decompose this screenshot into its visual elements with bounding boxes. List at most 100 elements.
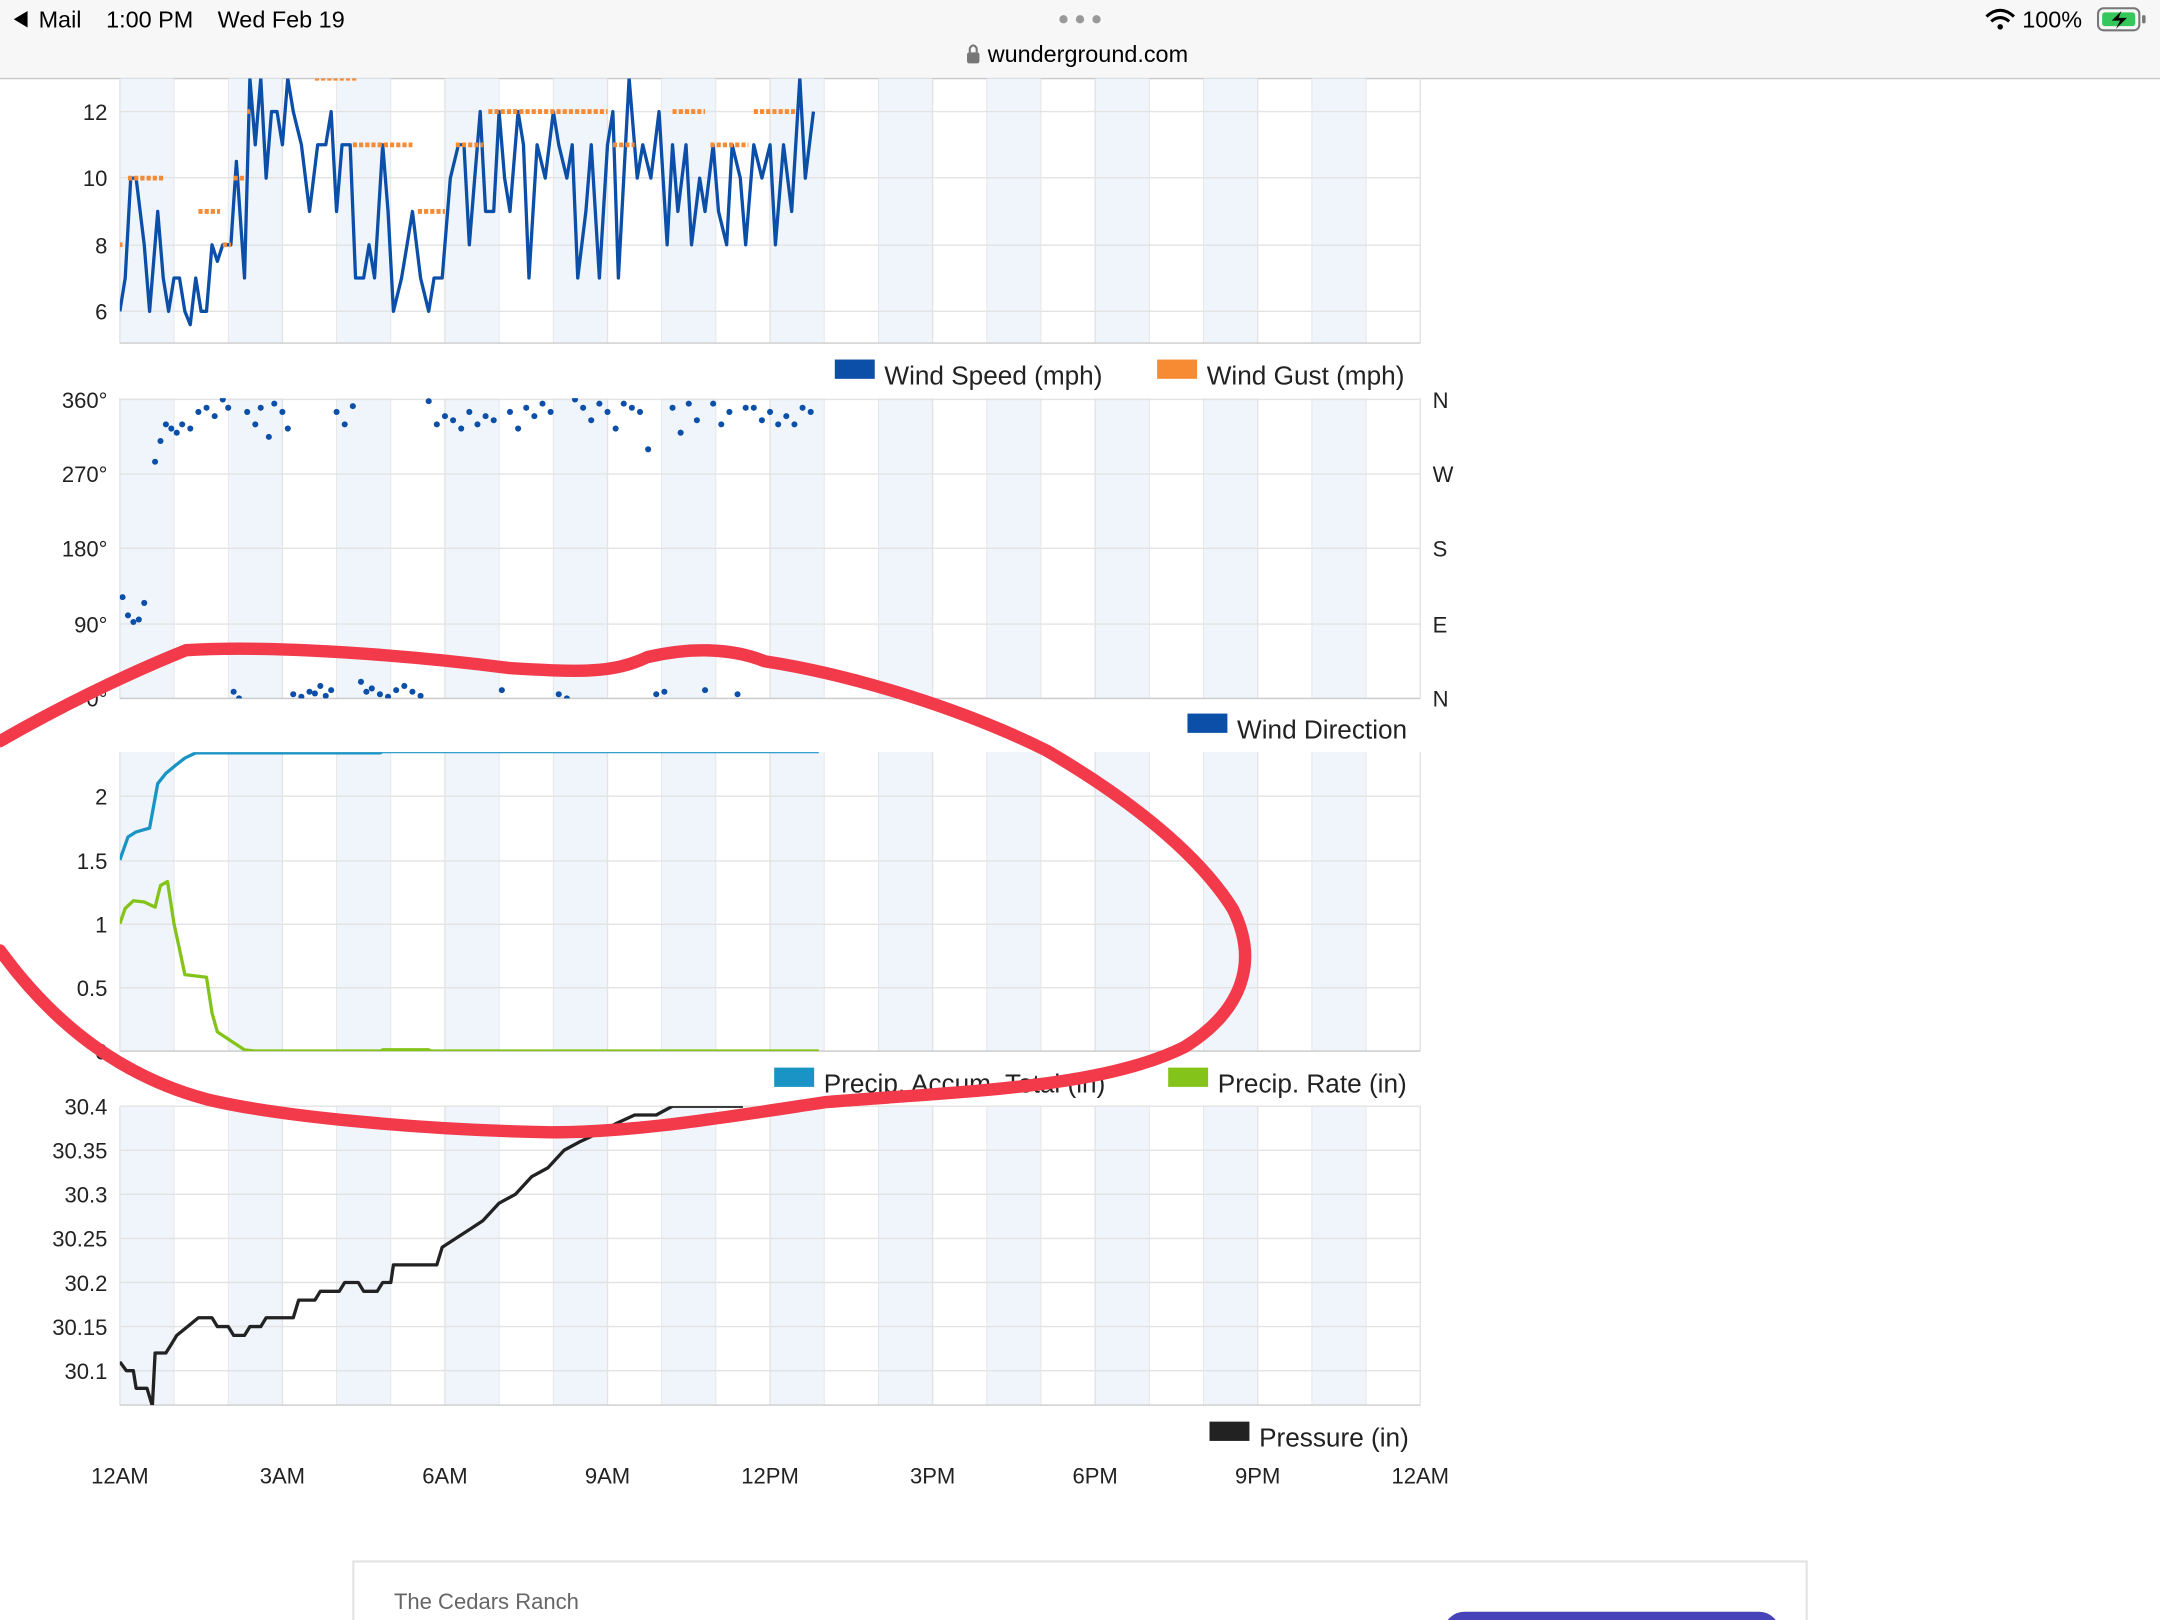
wind-direction-point [628,404,635,411]
wind-direction-point [547,408,554,415]
hour-band [1311,78,1367,344]
red-annotation-loop [0,642,1252,1139]
y-tick-label: 180° [62,537,108,562]
wind-direction-point [482,413,489,420]
wind-direction-point [203,404,210,411]
wind-direction-point [580,404,587,411]
wind-direction-point [265,433,272,440]
y-tick-label: 10 [83,166,108,191]
hour-band [878,752,933,1052]
legend-item[interactable]: Wind Gust (mph) [1157,359,1404,391]
wind-direction-point [409,688,416,695]
hour-band [336,752,391,1052]
hour-band [661,1106,716,1406]
wind-direction-point [328,687,335,694]
wind-direction-point [306,688,313,695]
wind-direction-point [669,404,676,411]
more-dots-icon[interactable] [1059,15,1101,24]
hour-band [228,1106,283,1406]
wind-direction-point [734,691,741,698]
status-time: 1:00 PM [106,7,193,33]
hour-band [878,78,933,344]
x-tick-label: 9AM [585,1464,630,1489]
legend-label: Precip. Rate (in) [1218,1068,1407,1098]
wind-direction-point [677,429,684,436]
wind-direction-point [157,437,164,445]
wind-direction-point [225,404,232,411]
y-tick-label: 2 [95,784,107,809]
wind-direction-point [230,688,237,695]
chart-panel-pressure: 30.4 30.35 30.3 30.25 30.2 30.15 30.1 Pressure … [52,1094,1421,1453]
legend-swatch [1168,1067,1209,1087]
url-bar[interactable]: wunderground.com [967,41,1188,67]
wind-direction-point [376,691,383,698]
wind-direction-point [425,398,432,405]
wind-direction-point [322,692,329,699]
legend-swatch [834,359,875,379]
wind-direction-point [490,417,497,424]
wind-direction-point [563,695,570,699]
wind-direction-point [244,408,251,415]
x-tick-label: 3AM [260,1464,305,1489]
wind-direction-point [701,687,709,694]
legend-swatch [1209,1421,1250,1441]
legend-item[interactable]: Pressure (in) [1209,1421,1409,1453]
x-tick-label: 12PM [741,1464,799,1489]
wind-direction-point [211,413,218,420]
series-line-wind-speed-mph- [119,78,816,327]
wind-direction-point [368,685,375,692]
compass-tick-label: S [1433,537,1448,562]
wind-direction-point [783,413,790,420]
x-tick-label: 6AM [422,1464,467,1489]
wind-direction-point [341,421,348,428]
wind-direction-point [799,404,806,411]
wind-direction-point [555,691,562,698]
y-tick-label: 8 [95,233,107,258]
hour-band [553,78,608,344]
hour-band [1095,78,1150,344]
legend-item[interactable]: Precip. Rate (in) [1168,1067,1407,1099]
wind-direction-point [758,417,765,424]
wind-direction-point [317,682,324,689]
plot-area [119,398,814,699]
legend-item[interactable]: Wind Direction [1187,713,1407,745]
station-name: The Cedars Ranch [394,1589,579,1614]
wind-direction-point [284,425,291,432]
hour-band [770,752,825,1052]
wind-direction-point [474,421,481,428]
wind-direction-point [685,400,692,407]
y-tick-label: 30.1 [65,1359,108,1384]
wind-direction-point [363,688,370,695]
card-action-button[interactable] [1444,1611,1780,1620]
series-line-precip-rate-in- [119,879,819,1052]
legend-label: Wind Direction [1237,714,1407,744]
hour-band [336,1106,391,1406]
x-tick-label: 12AM [1391,1464,1449,1489]
hour-band [228,78,283,344]
back-to-mail-button[interactable]: Mail [13,7,82,33]
wind-direction-point [612,425,619,432]
y-tick-label: 12 [83,100,108,125]
wind-direction-point [236,695,243,699]
hour-band [1095,1106,1150,1406]
wind-direction-point [187,425,194,432]
compass-tick-label: W [1433,462,1454,487]
legend-swatch [1187,713,1228,733]
y-tick-label: 30.15 [52,1315,107,1340]
battery-charging-icon [2096,7,2146,32]
y-tick-label: 6 [95,300,107,325]
y-tick-label: 1.5 [77,849,108,874]
legend-item[interactable]: Wind Speed (mph) [834,359,1103,391]
wind-direction-point [750,404,757,411]
hour-band [553,752,608,1052]
legend-swatch [774,1067,815,1087]
plot-area [119,752,819,1052]
wind-direction-point [742,404,749,411]
y-tick-label: 30.2 [65,1271,108,1296]
wind-direction-point [357,678,364,685]
wind-direction-point [152,458,159,465]
wind-direction-point [333,408,340,415]
y-tick-label: 270° [62,462,108,487]
hour-band [1203,1106,1258,1406]
wind-direction-point [645,446,652,453]
